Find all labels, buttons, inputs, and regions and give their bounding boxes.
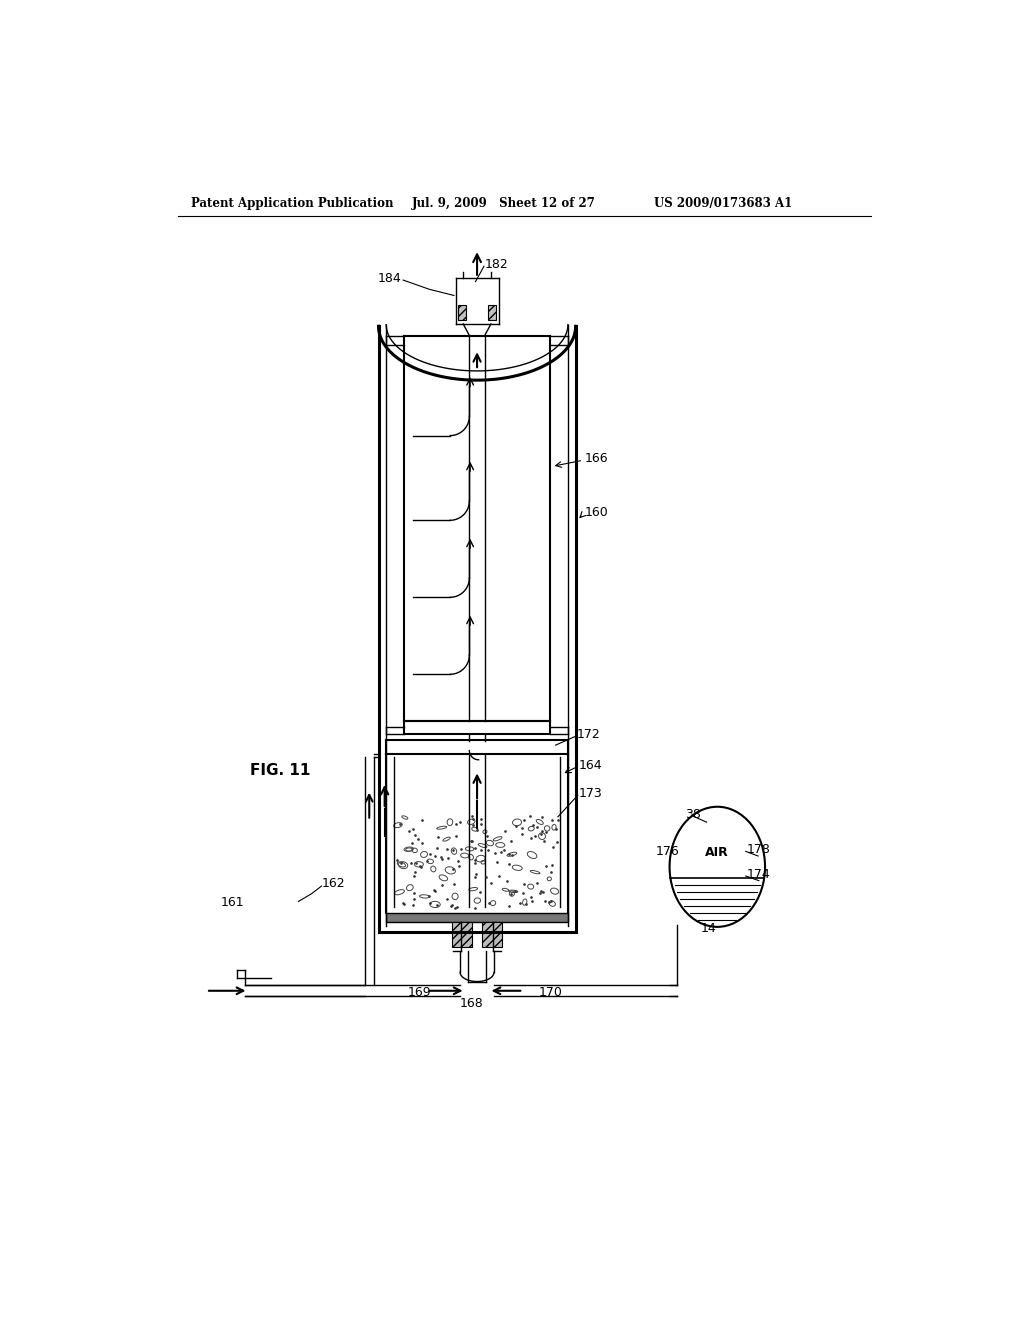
Ellipse shape xyxy=(670,807,765,927)
Text: Jul. 9, 2009   Sheet 12 of 27: Jul. 9, 2009 Sheet 12 of 27 xyxy=(412,197,596,210)
Text: 184: 184 xyxy=(378,272,401,285)
Bar xyxy=(403,721,550,734)
Text: 14: 14 xyxy=(700,921,716,935)
Bar xyxy=(458,305,466,321)
Text: AIR: AIR xyxy=(706,846,729,859)
Text: 166: 166 xyxy=(585,453,608,465)
Text: 178: 178 xyxy=(746,843,770,857)
Text: 172: 172 xyxy=(578,727,601,741)
Text: 174: 174 xyxy=(746,869,770,880)
Bar xyxy=(482,923,503,946)
Text: 176: 176 xyxy=(655,845,680,858)
Bar xyxy=(487,305,497,321)
Text: US 2009/0173683 A1: US 2009/0173683 A1 xyxy=(654,197,793,210)
Text: 169: 169 xyxy=(408,986,431,999)
Text: 162: 162 xyxy=(322,878,345,890)
Bar xyxy=(386,913,568,923)
Text: 170: 170 xyxy=(539,986,562,999)
Bar xyxy=(452,923,472,946)
Text: 161: 161 xyxy=(221,896,245,909)
Text: FIG. 11: FIG. 11 xyxy=(250,763,310,777)
Text: 173: 173 xyxy=(579,787,602,800)
Text: 160: 160 xyxy=(585,506,608,519)
Text: 168: 168 xyxy=(460,998,484,1010)
Text: Patent Application Publication: Patent Application Publication xyxy=(190,197,393,210)
Text: 182: 182 xyxy=(484,259,509,271)
Text: 164: 164 xyxy=(579,759,602,772)
Text: 38: 38 xyxy=(685,808,700,821)
